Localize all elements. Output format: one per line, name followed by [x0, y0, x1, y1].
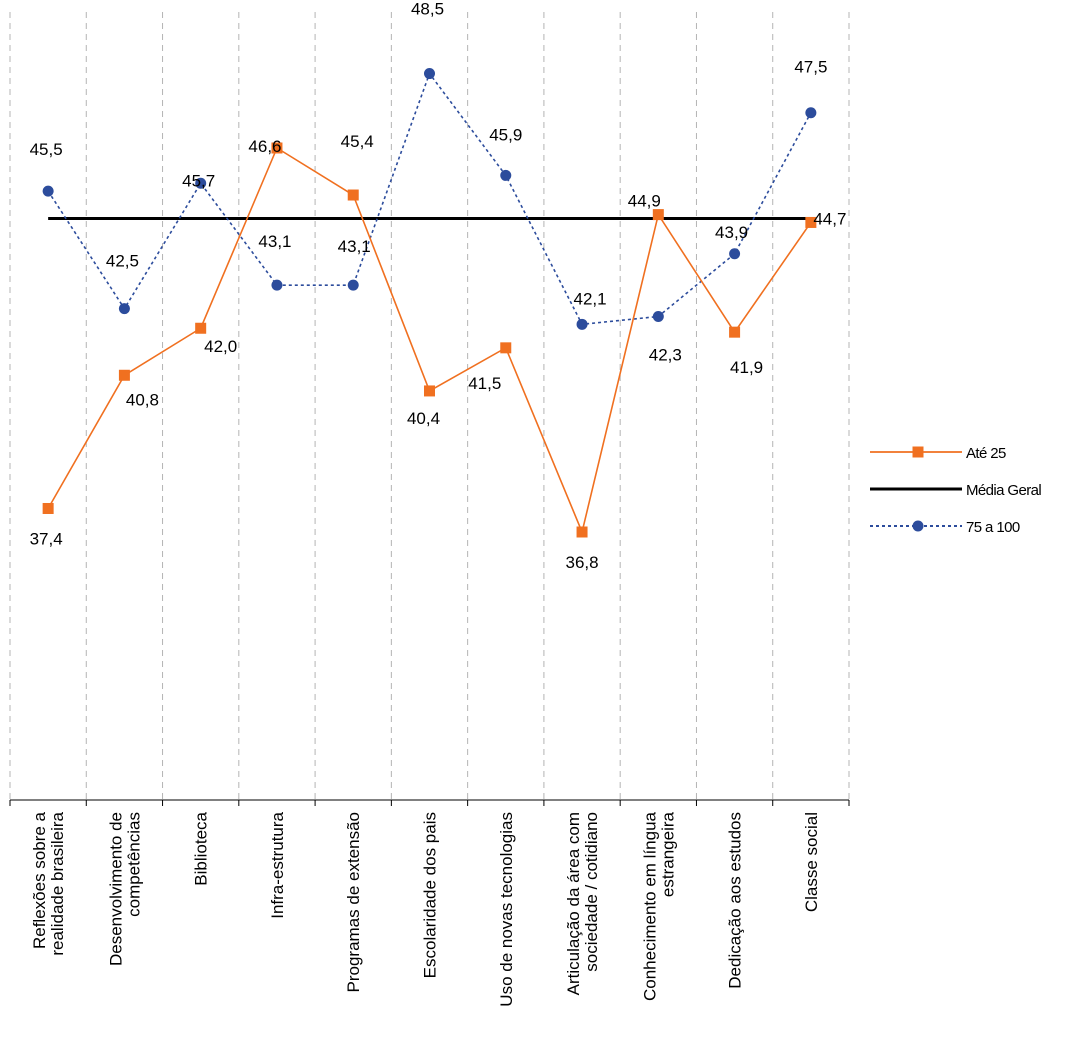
data-label: 43,9: [715, 223, 748, 242]
data-point: [424, 385, 435, 397]
data-label: 45,4: [341, 132, 374, 151]
legend-label: Média Geral: [966, 482, 1041, 499]
data-point: [195, 322, 207, 334]
category-label-line: Classe social: [802, 812, 821, 912]
legend-label: 75 a 100: [966, 519, 1020, 536]
data-point: [271, 279, 283, 291]
data-label: 41,9: [730, 358, 763, 377]
data-labels: 37,4 40,8 42,0 46,6 45,4 40,4 41,5 36,8 44,9 41,9…: [30, 0, 847, 572]
data-point: [652, 310, 664, 322]
category-label-line: Uso de novas tecnologias: [497, 812, 516, 1007]
data-label: 42,0: [204, 337, 237, 356]
data-label: 45,9: [489, 125, 522, 144]
category-label: Programas de extensão: [344, 812, 363, 993]
category-label: Biblioteca: [192, 811, 211, 885]
data-point: [805, 107, 817, 119]
category-label-line: realidade brasileira: [48, 811, 67, 955]
category-label-line: Desenvolvimento de: [106, 812, 125, 966]
data-label: 40,4: [407, 409, 440, 428]
data-label: 47,5: [794, 58, 827, 77]
data-label: 43,1: [338, 237, 371, 256]
data-point: [42, 185, 54, 197]
category-label-line: competências: [124, 812, 143, 917]
data-point: [347, 279, 359, 291]
data-point: [42, 502, 54, 514]
category-label-line: Articulação da área com: [564, 812, 583, 995]
series-layer: [42, 68, 817, 538]
data-label: 36,8: [565, 553, 598, 572]
data-label: 44,7: [813, 209, 846, 228]
data-label: 42,1: [573, 289, 606, 308]
data-label: 42,5: [106, 252, 139, 271]
category-label: Escolaridade dos pais: [421, 812, 440, 978]
x-axis: [9, 799, 850, 806]
data-point: [271, 142, 283, 154]
data-point: [500, 169, 512, 181]
category-label-line: Programas de extensão: [344, 812, 363, 993]
category-label: Dedicação aos estudos: [726, 812, 745, 989]
category-label: Conhecimento em línguaestrangeira: [640, 811, 677, 1001]
data-label: 37,4: [30, 529, 63, 548]
category-label-line: Reflexões sobre a: [30, 811, 49, 949]
category-labels: Reflexões sobre arealidade brasileira Des…: [30, 811, 821, 1006]
data-label: 45,7: [182, 171, 215, 190]
data-label: 48,5: [411, 0, 444, 19]
data-label: 44,9: [628, 192, 661, 211]
category-label: Uso de novas tecnologias: [497, 812, 516, 1007]
category-label: Classe social: [802, 812, 821, 912]
data-label: 46,6: [248, 137, 281, 156]
category-label-line: Biblioteca: [192, 811, 211, 885]
category-label: Reflexões sobre arealidade brasileira: [30, 811, 67, 955]
category-label-line: estrangeira: [658, 811, 677, 897]
data-point: [652, 209, 664, 221]
data-label: 43,1: [258, 232, 291, 251]
category-label-line: Infra-estrutura: [268, 811, 287, 918]
data-point: [500, 342, 512, 354]
data-point: [118, 303, 130, 315]
legend-marker: [912, 446, 924, 458]
data-point: [576, 318, 588, 330]
data-label: 41,5: [468, 374, 501, 393]
data-label: 45,5: [30, 140, 63, 159]
legend-label: Até 25: [966, 445, 1006, 462]
data-point: [424, 68, 435, 80]
legend-marker: [912, 520, 924, 532]
data-point: [576, 526, 588, 538]
data-point: [729, 248, 741, 260]
category-label-line: sociedade / cotidiano: [582, 812, 601, 972]
category-label: Desenvolvimento decompetências: [106, 812, 143, 966]
category-label-line: Escolaridade dos pais: [421, 812, 440, 978]
legend: Até 25 Média Geral 75 a 100: [870, 445, 1042, 536]
category-label-line: Dedicação aos estudos: [726, 812, 745, 989]
data-label: 40,8: [126, 390, 159, 409]
data-point: [805, 216, 817, 228]
category-label-line: Conhecimento em língua: [640, 811, 659, 1001]
data-point: [118, 369, 130, 381]
category-label: Articulação da área comsociedade / cotid…: [564, 812, 601, 995]
data-point: [729, 326, 741, 338]
data-point: [195, 177, 207, 189]
data-point: [347, 189, 359, 201]
category-label: Infra-estrutura: [268, 811, 287, 918]
data-label: 42,3: [649, 345, 682, 364]
